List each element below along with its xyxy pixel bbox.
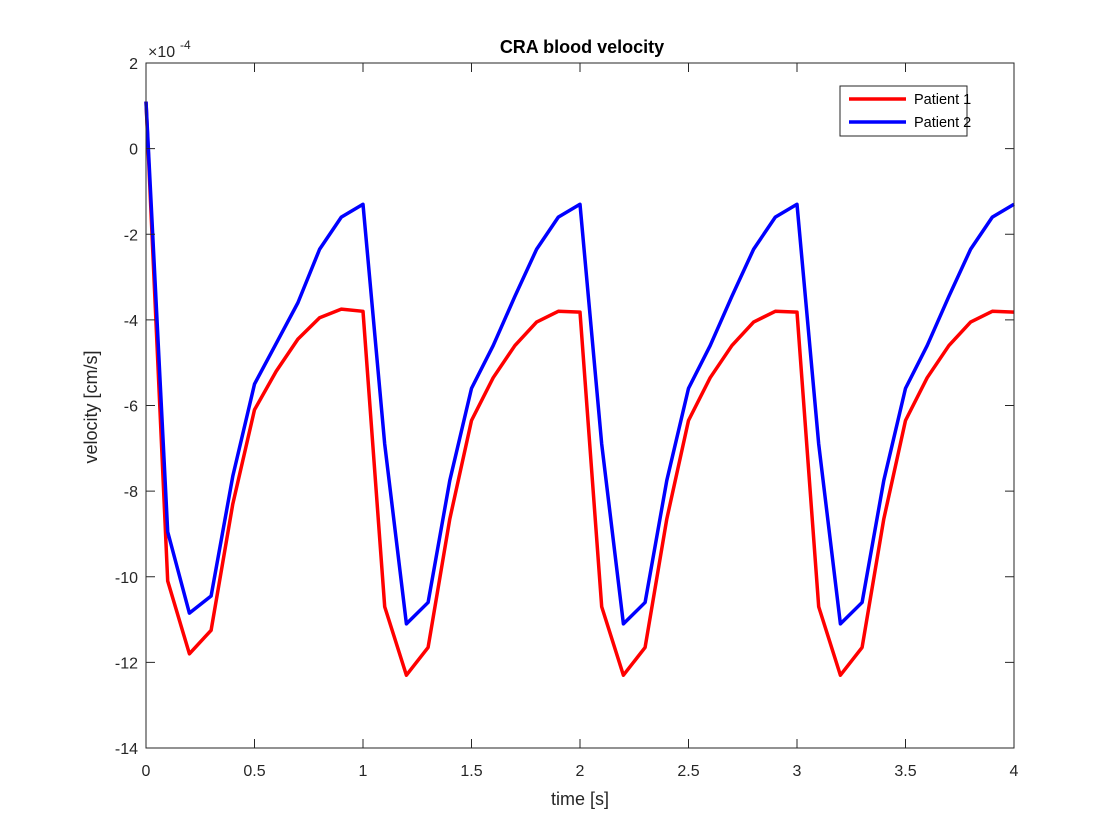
y-tick-label: -4 <box>124 313 138 330</box>
x-tick-label: 4 <box>1010 763 1019 780</box>
y-tick-label: -10 <box>115 570 138 587</box>
x-tick-label: 1.5 <box>460 763 482 780</box>
plot-area <box>146 63 1014 748</box>
y-tick-label: -2 <box>124 227 138 244</box>
y-axis-label: velocity [cm/s] <box>81 350 101 463</box>
y-tick-label: -14 <box>115 741 138 758</box>
y-tick-label: -8 <box>124 484 138 501</box>
chart-title: CRA blood velocity <box>500 37 664 57</box>
y-tick-label: -12 <box>115 655 138 672</box>
x-tick-label: 0 <box>142 763 151 780</box>
y-exponent-base: ×10 <box>148 44 175 61</box>
y-axis-ticks: -14 -12 -10 -8 -6 -4 -2 0 2 <box>115 56 1014 758</box>
series-line-patient-2 <box>144 101 1015 626</box>
series-line-patient-1 <box>144 101 1015 677</box>
y-axis-exponent: ×10 -4 <box>148 38 191 61</box>
x-tick-label: 2.5 <box>677 763 699 780</box>
y-tick-label: 0 <box>129 142 138 159</box>
x-tick-label: 3.5 <box>894 763 916 780</box>
x-tick-label: 2 <box>576 763 585 780</box>
y-exponent-power: -4 <box>180 38 191 52</box>
legend-label-patient-1: Patient 1 <box>914 92 971 108</box>
x-axis-ticks: 0 0.5 1 1.5 2 2.5 3 3.5 4 <box>142 63 1019 780</box>
legend-box <box>839 85 968 137</box>
series-layer <box>144 101 1015 677</box>
legend: Patient 1 Patient 2 <box>839 85 971 137</box>
x-tick-label: 3 <box>793 763 802 780</box>
x-tick-label: 0.5 <box>243 763 265 780</box>
y-tick-label: -6 <box>124 399 138 416</box>
y-tick-label: 2 <box>129 56 138 73</box>
x-tick-label: 1 <box>359 763 368 780</box>
legend-label-patient-2: Patient 2 <box>914 115 971 131</box>
x-axis-label: time [s] <box>551 789 609 809</box>
